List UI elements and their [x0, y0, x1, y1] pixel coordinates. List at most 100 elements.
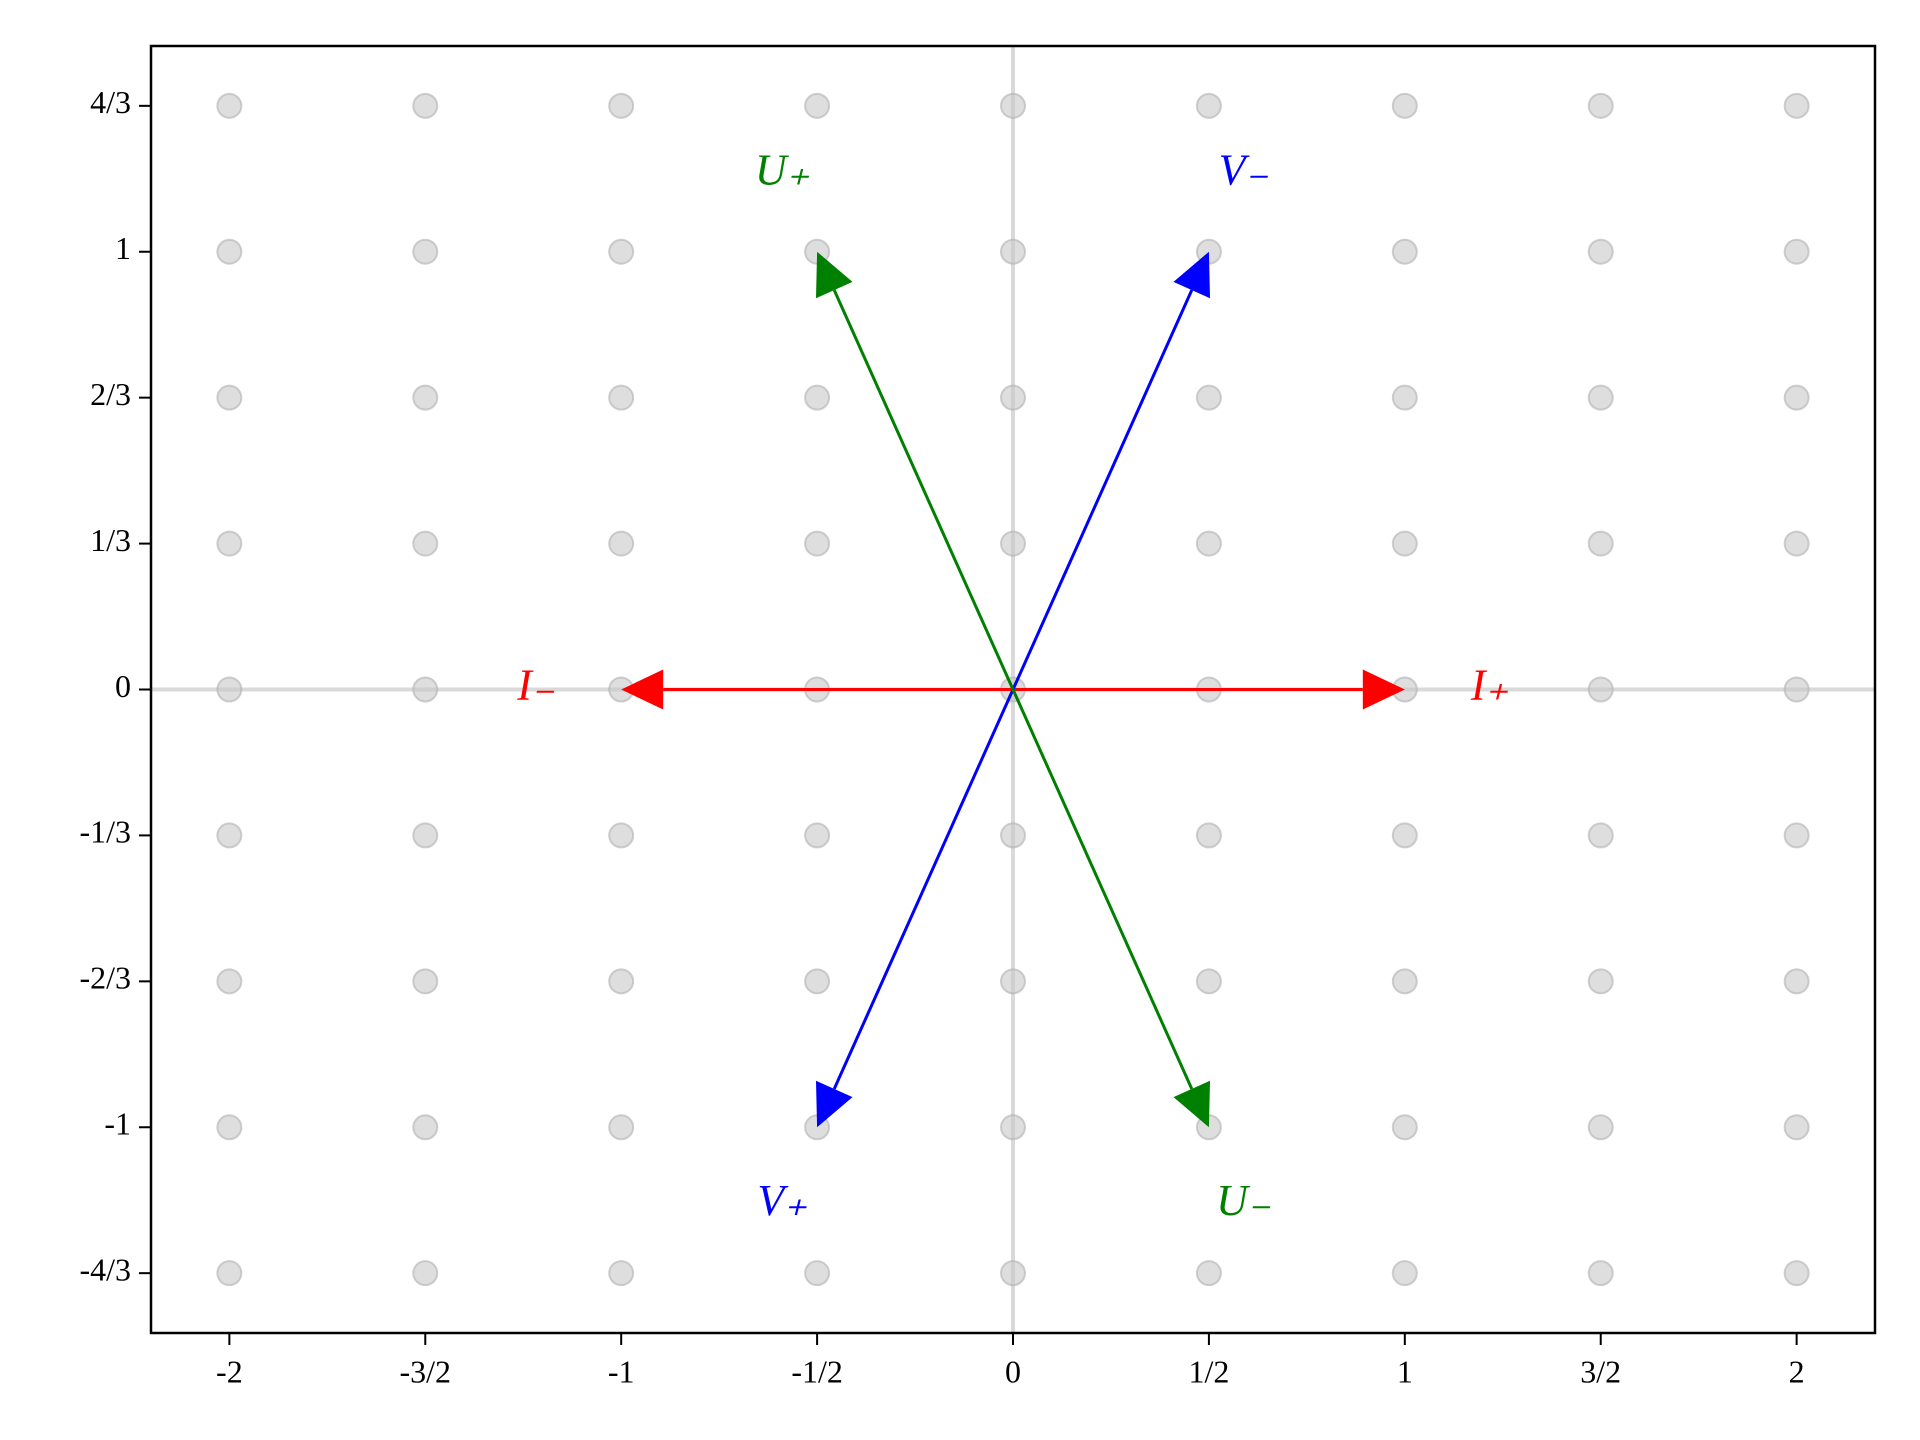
- lattice-point: [1000, 92, 1026, 119]
- lattice-point: [1391, 384, 1418, 411]
- lattice-point: [1783, 92, 1810, 119]
- vector-head: [1173, 1080, 1211, 1128]
- lattice-point: [216, 1114, 243, 1141]
- vector-head: [1173, 251, 1211, 299]
- lattice-point: [608, 1114, 635, 1141]
- lattice-point: [1783, 384, 1810, 411]
- lattice-point: [1195, 968, 1222, 995]
- lattice-point: [1587, 384, 1614, 411]
- x-tick-label: -2: [216, 1353, 243, 1389]
- lattice-point: [1783, 968, 1810, 995]
- lattice-point: [412, 1260, 439, 1287]
- y-tick-label: -4/3: [79, 1252, 131, 1288]
- vector-label: V₋: [1219, 145, 1269, 194]
- x-tick-label: -1: [608, 1353, 635, 1389]
- lattice-point: [804, 968, 831, 995]
- lattice-point: [1783, 676, 1810, 703]
- lattice-point: [1391, 968, 1418, 995]
- lattice-point: [216, 1260, 243, 1287]
- vector-label: U₊: [755, 145, 810, 194]
- x-tick-label: 1/2: [1188, 1353, 1229, 1389]
- vector-head: [1362, 669, 1405, 710]
- lattice-point: [216, 968, 243, 995]
- lattice-point: [1000, 822, 1026, 849]
- vector-head: [621, 669, 664, 710]
- lattice-point: [1195, 822, 1222, 849]
- lattice-point: [1587, 92, 1614, 119]
- y-tick-label: 4/3: [90, 84, 131, 120]
- lattice-point: [1783, 1260, 1810, 1287]
- lattice-point: [608, 384, 635, 411]
- lattice-point: [1000, 1114, 1026, 1141]
- vector-label: I₊: [1470, 661, 1509, 710]
- lattice-point: [804, 530, 831, 557]
- lattice-point: [1587, 968, 1614, 995]
- lattice-point: [608, 530, 635, 557]
- lattice-point: [804, 384, 831, 411]
- lattice-point: [216, 238, 243, 265]
- lattice-point: [1587, 822, 1614, 849]
- lattice-point: [1587, 530, 1614, 557]
- lattice-point: [1391, 530, 1418, 557]
- lattice-point: [216, 384, 243, 411]
- lattice-point: [1391, 822, 1418, 849]
- x-tick-label: 1: [1397, 1353, 1413, 1389]
- vector-shaft: [1011, 289, 1194, 691]
- y-tick-label: -1/3: [79, 814, 131, 850]
- lattice-point: [412, 530, 439, 557]
- lattice-point: [1391, 1114, 1418, 1141]
- lattice-point: [216, 676, 243, 703]
- lattice-point: [412, 822, 439, 849]
- y-tick-label: 1: [115, 230, 131, 266]
- lattice-point: [608, 822, 635, 849]
- lattice-point: [412, 968, 439, 995]
- lattice-point: [412, 92, 439, 119]
- x-tick-label: -3/2: [399, 1353, 451, 1389]
- lattice-point: [1195, 530, 1222, 557]
- lattice-point: [1587, 238, 1614, 265]
- y-tick-label: 1/3: [90, 522, 131, 558]
- lattice-point: [608, 92, 635, 119]
- lattice-point: [1000, 530, 1026, 557]
- lattice-point: [412, 384, 439, 411]
- lattice-point: [412, 1114, 439, 1141]
- lattice-point: [216, 822, 243, 849]
- lattice-point: [1783, 530, 1810, 557]
- lattice-point: [1391, 1260, 1418, 1287]
- lattice-point: [1391, 92, 1418, 119]
- y-tick-label: -1: [104, 1106, 131, 1142]
- lattice-point: [804, 822, 831, 849]
- lattice-point: [1391, 238, 1418, 265]
- vector-shaft: [832, 289, 1015, 691]
- lattice-point: [1587, 1260, 1614, 1287]
- lattice-point: [1587, 1114, 1614, 1141]
- y-tick-label: -2/3: [79, 960, 131, 996]
- lattice-point: [1587, 676, 1614, 703]
- lattice-point: [608, 238, 635, 265]
- lattice-point: [1195, 1260, 1222, 1287]
- x-tick-label: -1/2: [791, 1353, 843, 1389]
- vector-head: [815, 1080, 853, 1128]
- vector-label: U₋: [1216, 1176, 1271, 1225]
- vector-label: V₊: [757, 1176, 807, 1225]
- lattice-point: [1783, 822, 1810, 849]
- lattice-point: [412, 238, 439, 265]
- lattice-point: [1000, 238, 1026, 265]
- y-tick-label: 2/3: [90, 376, 131, 412]
- lattice-point: [216, 92, 243, 119]
- lattice-point: [1000, 384, 1026, 411]
- vector-head: [815, 251, 853, 299]
- lattice-point: [1000, 968, 1026, 995]
- vector-shaft: [832, 688, 1015, 1090]
- lattice-point: [804, 1260, 831, 1287]
- lattice-point: [1783, 238, 1810, 265]
- lattice-point: [1195, 92, 1222, 119]
- lattice-point: [1783, 1114, 1810, 1141]
- x-tick-label: 2: [1789, 1353, 1805, 1389]
- x-tick-label: 3/2: [1580, 1353, 1621, 1389]
- lattice-point: [608, 1260, 635, 1287]
- lattice-point: [804, 92, 831, 119]
- lattice-point: [216, 530, 243, 557]
- lattice-point: [608, 968, 635, 995]
